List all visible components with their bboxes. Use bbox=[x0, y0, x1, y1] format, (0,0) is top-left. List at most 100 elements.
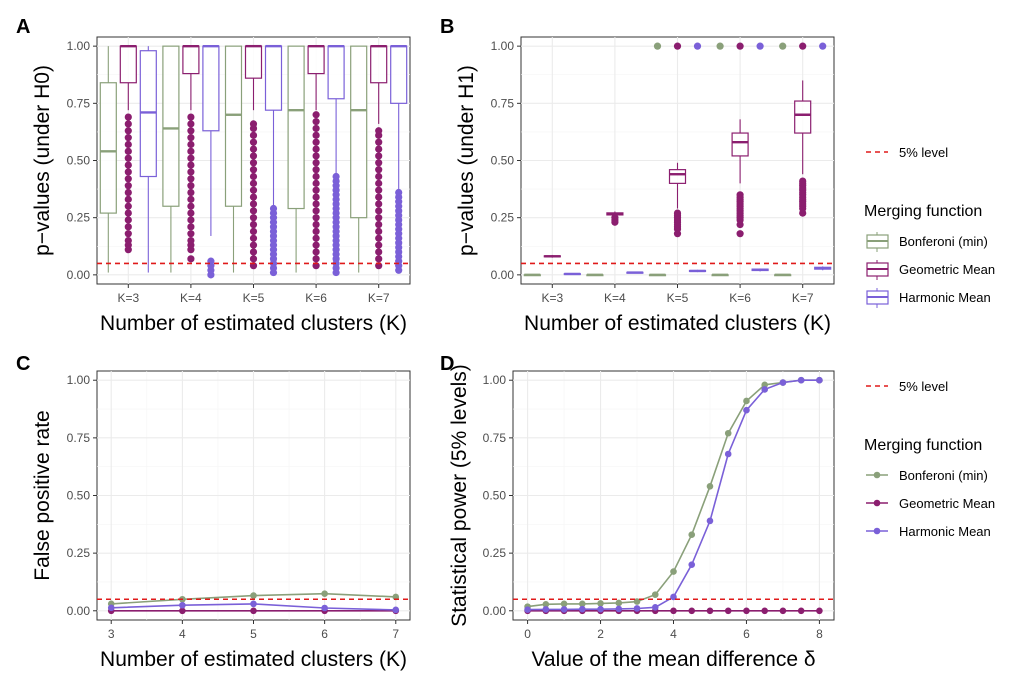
panel-d-point-harmonic bbox=[542, 606, 550, 613]
panel-d-point-bonferroni bbox=[670, 568, 677, 575]
legend-bottom-key-bonferroni bbox=[866, 471, 888, 479]
panel-a-outlier-geometric bbox=[187, 255, 195, 263]
panel-d-point-bonferroni bbox=[651, 591, 659, 598]
panel-b-box-bonferroni bbox=[648, 42, 667, 277]
panel-a-y-tick-label: 0.50 bbox=[67, 154, 91, 168]
panel-a-outlier-geometric bbox=[187, 140, 195, 149]
panel-b-box-harmonic bbox=[751, 42, 769, 272]
panel-a-outlier-geometric bbox=[249, 179, 258, 187]
panel-a-outlier-geometric bbox=[249, 120, 258, 128]
panel-c-y-axis-title: False positive rate bbox=[31, 410, 54, 580]
panel-d-x-tick-label: 4 bbox=[670, 627, 677, 641]
panel-d-y-tick-label: 1.00 bbox=[483, 373, 507, 387]
panel-a-outlier-geometric bbox=[312, 200, 320, 208]
panel-d-point-bonferroni bbox=[560, 600, 568, 608]
panel-b-box-harmonic bbox=[626, 271, 644, 274]
panel-a-outlier-geometric bbox=[375, 227, 383, 235]
panel-a-outlier-harmonic bbox=[332, 172, 340, 181]
panel-c-point-geometric bbox=[250, 607, 257, 615]
panel-a-outlier-geometric bbox=[187, 175, 195, 183]
panel-tag-b: B bbox=[440, 16, 454, 38]
panel-d-y-tick-label: 0.50 bbox=[483, 489, 507, 503]
legend-top-label-harmonic: Harmonic Mean bbox=[899, 290, 991, 305]
panel-c-x-axis-title: Number of estimated clusters (K) bbox=[100, 648, 407, 671]
panel-a-y-tick-label: 0.75 bbox=[67, 96, 91, 110]
panel-d-point-bonferroni bbox=[597, 600, 604, 607]
panel-a-outlier-geometric bbox=[187, 120, 195, 128]
panel-c-y-tick-label: 0.00 bbox=[67, 604, 91, 618]
panel-b-x-tick-label: K=3 bbox=[541, 291, 563, 305]
panel-d-y-tick-label: 0.00 bbox=[483, 604, 507, 618]
panel-c-point-harmonic bbox=[321, 604, 328, 612]
panel-b-outlier-bonferroni bbox=[716, 42, 724, 50]
panel-d-point-harmonic bbox=[633, 605, 641, 612]
panel-b-box-body bbox=[668, 169, 687, 184]
panel-a-outlier-geometric bbox=[249, 214, 258, 222]
legend-bottom-key-geometric bbox=[866, 499, 888, 507]
panel-d-y-axis-title: Statistical power (5% levels) bbox=[448, 364, 471, 627]
panel-b-box-bonferroni bbox=[711, 42, 729, 277]
legend-top-key-harmonic bbox=[866, 288, 889, 308]
panel-a-outlier-geometric bbox=[187, 236, 195, 245]
panel-a-outlier-geometric bbox=[249, 227, 258, 235]
panel-a-outlier-geometric bbox=[312, 207, 320, 215]
panel-d-point-harmonic bbox=[779, 379, 787, 386]
panel-a-outlier-geometric bbox=[375, 241, 383, 249]
panel-a-outlier-geometric bbox=[375, 166, 383, 174]
panel-a-outlier-geometric bbox=[187, 168, 195, 176]
panel-d-point-geometric bbox=[688, 607, 696, 615]
panel-a-box-body bbox=[224, 45, 243, 207]
panel-a-box-bonferroni bbox=[99, 46, 117, 273]
panel-a-box-geometric bbox=[119, 44, 137, 254]
panel-a-outlier-geometric bbox=[312, 234, 320, 242]
legend-top: 5% level Merging function Bonferoni (min… bbox=[864, 145, 995, 308]
panel-a-outlier-geometric bbox=[124, 140, 132, 149]
panel-b-outlier-harmonic bbox=[819, 42, 827, 50]
panel-a-x-tick-label: K=7 bbox=[368, 291, 390, 305]
panel-a-outlier-geometric bbox=[312, 166, 320, 174]
panel-b-box-geometric bbox=[606, 211, 624, 226]
panel-a-box-body bbox=[327, 45, 345, 100]
panel-a-outlier-geometric bbox=[187, 113, 195, 121]
panel-a-outlier-geometric bbox=[124, 113, 132, 121]
panel-a-box-harmonic bbox=[327, 44, 345, 277]
panel-a-outlier-geometric bbox=[312, 145, 320, 153]
panel-a-outlier-geometric bbox=[187, 223, 195, 231]
panel-a-outlier-geometric bbox=[249, 145, 258, 153]
panel-c-point-bonferroni bbox=[321, 590, 328, 598]
panel-a-x-tick-label: K=6 bbox=[305, 291, 327, 305]
panel-a-box-body bbox=[390, 45, 408, 104]
panel-d-point-geometric bbox=[670, 607, 677, 615]
panel-b-x-tick-label: K=7 bbox=[792, 291, 814, 305]
legend-bottom-ref-label: 5% level bbox=[899, 379, 948, 394]
panel-a-box-body bbox=[119, 45, 137, 84]
panel-a-outlier-geometric bbox=[312, 255, 320, 263]
panel-c-y-tick-label: 0.25 bbox=[67, 546, 91, 560]
panel-b-box-geometric bbox=[543, 254, 561, 258]
panel-a-outlier-geometric bbox=[375, 179, 383, 187]
panel-b-outlier-geometric bbox=[736, 191, 744, 199]
panel-b-outlier-geometric bbox=[611, 214, 619, 222]
panel-a-box-body bbox=[99, 82, 117, 214]
panel-a-outlier-geometric bbox=[249, 220, 258, 229]
panel-c-y-tick-label: 0.75 bbox=[67, 431, 91, 445]
panel-a-outlier-geometric bbox=[375, 234, 383, 242]
legend-bottom: 5% level Merging function Bonferoni (min… bbox=[864, 379, 995, 539]
panel-a-outlier-geometric bbox=[187, 161, 195, 169]
panel-a-box-body bbox=[244, 45, 263, 79]
panel-a-box-bonferroni bbox=[224, 45, 243, 273]
panel-b-box-harmonic bbox=[563, 272, 581, 276]
panel-a-outlier-geometric bbox=[187, 127, 195, 135]
panel-d-point-harmonic bbox=[651, 604, 659, 611]
panel-d-x-tick-label: 6 bbox=[743, 627, 750, 641]
panel-d-point-harmonic bbox=[579, 605, 586, 613]
panel-a-outlier-geometric bbox=[124, 168, 132, 176]
panel-a-box-body bbox=[350, 45, 368, 219]
panel-d-x-axis-title: Value of the mean difference δ bbox=[531, 648, 815, 671]
panel-d-point-geometric bbox=[724, 607, 732, 615]
panel-a-outlier-geometric bbox=[312, 214, 320, 222]
panel-d-point-bonferroni bbox=[706, 482, 714, 490]
panel-d-point-bonferroni bbox=[724, 429, 732, 437]
panel-b-y-axis-title: p−values (under H1) bbox=[455, 65, 478, 256]
panel-a-outlier-geometric bbox=[312, 186, 320, 194]
